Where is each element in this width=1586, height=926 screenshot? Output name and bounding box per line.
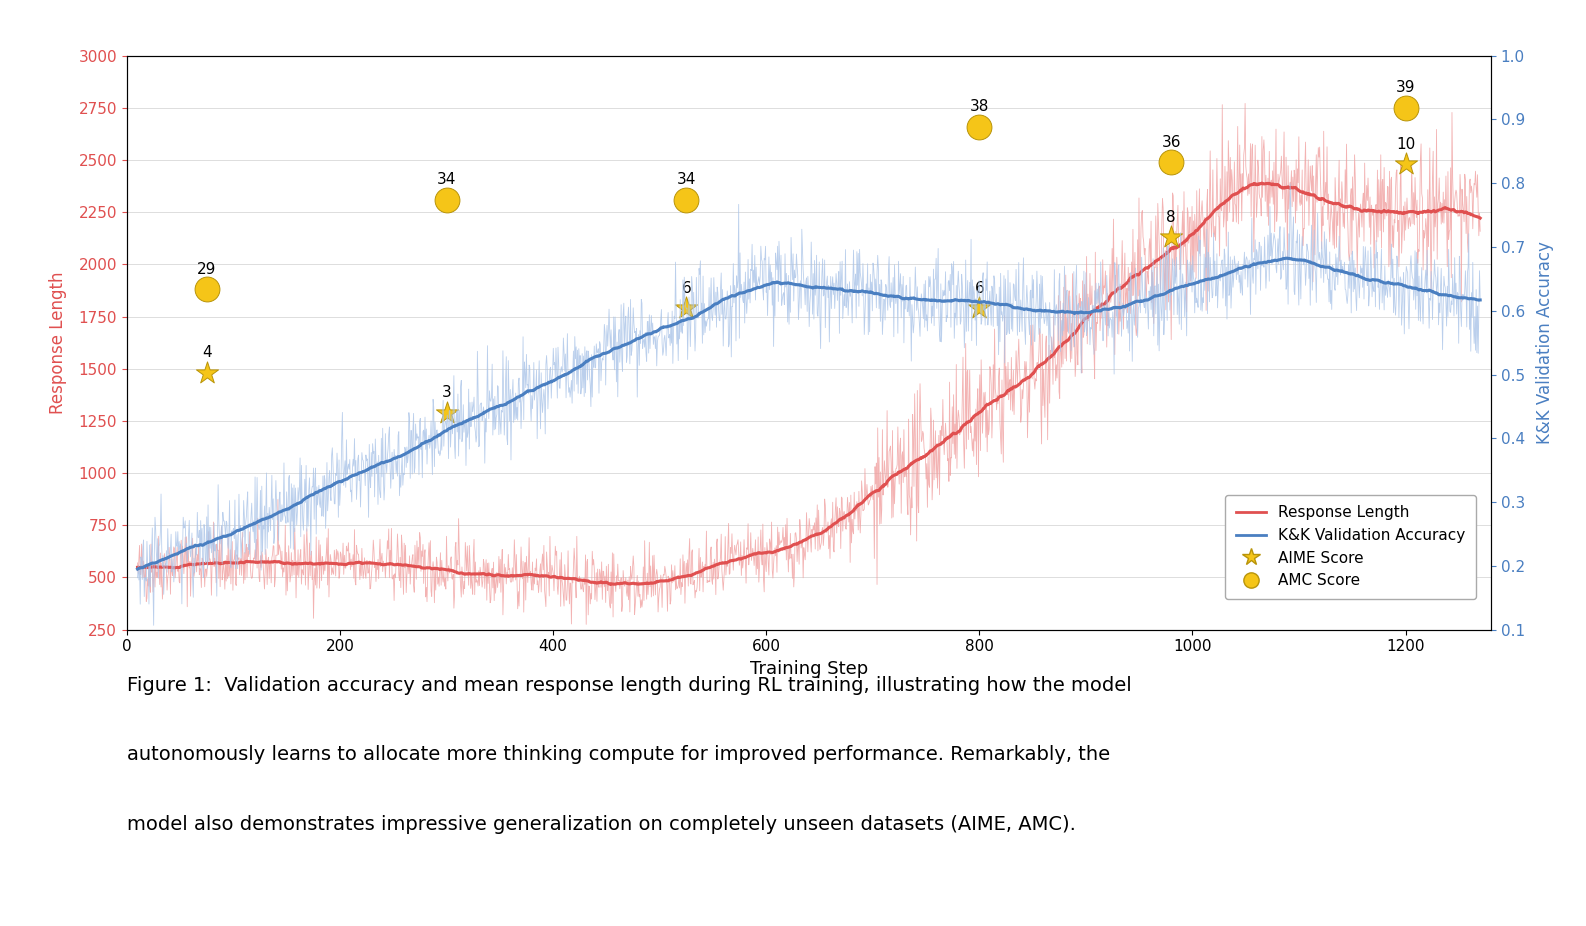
Text: model also demonstrates impressive generalization on completely unseen datasets : model also demonstrates impressive gener…: [127, 815, 1075, 834]
Point: [1393, 100, 1418, 115]
Y-axis label: K&K Validation Accuracy: K&K Validation Accuracy: [1535, 241, 1554, 444]
Text: 10: 10: [1396, 137, 1415, 152]
Point: [1158, 155, 1183, 169]
Text: 34: 34: [677, 172, 696, 187]
X-axis label: Training Step: Training Step: [750, 660, 868, 678]
Point: [193, 282, 219, 297]
Point: [674, 301, 699, 316]
Point: [435, 406, 460, 420]
Text: 8: 8: [1166, 209, 1175, 225]
Point: [966, 301, 991, 316]
Point: [435, 193, 460, 207]
Point: [1393, 156, 1418, 171]
Legend: Response Length, K&K Validation Accuracy, AIME Score, AMC Score: Response Length, K&K Validation Accuracy…: [1224, 494, 1477, 599]
Point: [1158, 230, 1183, 244]
Text: 6: 6: [682, 281, 691, 295]
Text: 38: 38: [969, 99, 990, 114]
Text: 6: 6: [974, 281, 985, 295]
Point: [193, 366, 219, 381]
Text: 36: 36: [1161, 134, 1182, 149]
Text: 29: 29: [197, 262, 216, 277]
Text: 4: 4: [201, 345, 211, 360]
Text: 39: 39: [1396, 81, 1415, 95]
Text: autonomously learns to allocate more thinking compute for improved performance. : autonomously learns to allocate more thi…: [127, 745, 1110, 765]
Text: Figure 1:  Validation accuracy and mean response length during RL training, illu: Figure 1: Validation accuracy and mean r…: [127, 676, 1132, 695]
Text: 34: 34: [436, 172, 457, 187]
Text: 3: 3: [441, 385, 452, 400]
Y-axis label: Response Length: Response Length: [49, 271, 68, 414]
Point: [674, 193, 699, 207]
Point: [966, 119, 991, 134]
